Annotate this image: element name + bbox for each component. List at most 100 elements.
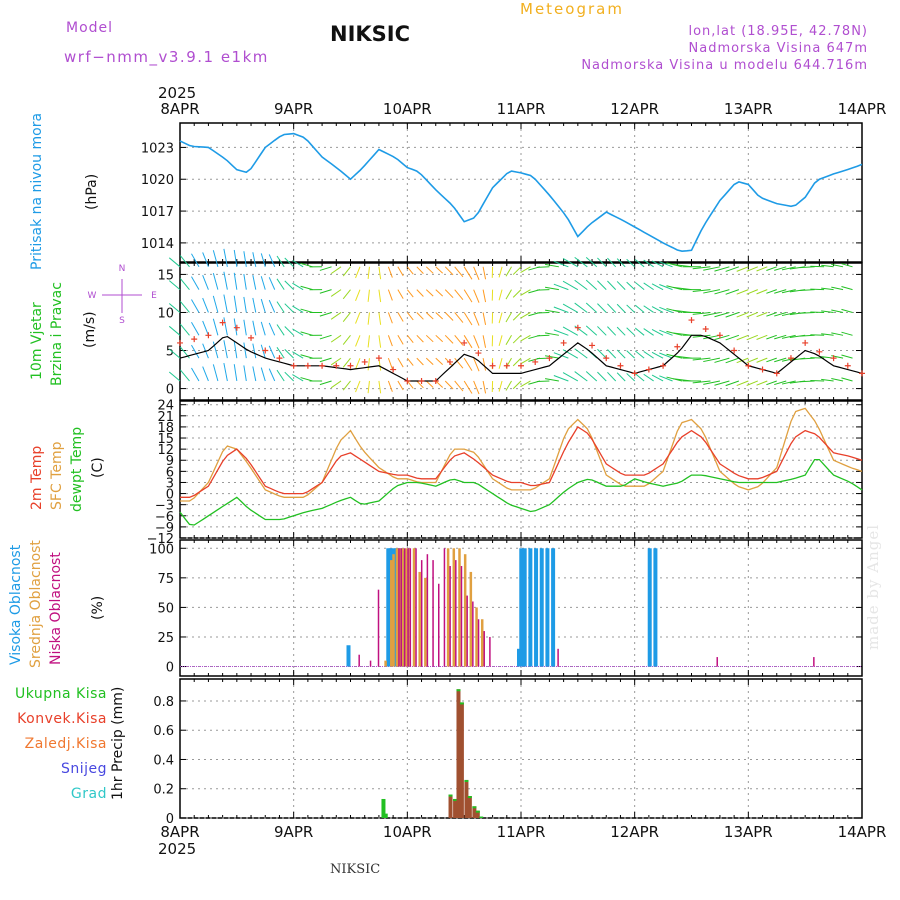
wind-arrow bbox=[505, 335, 512, 346]
cloud-bar bbox=[472, 601, 474, 667]
precip-bar bbox=[383, 813, 388, 818]
wind-arrow bbox=[651, 328, 664, 336]
wind-arrow bbox=[425, 380, 434, 388]
x-tick-label-bottom: 13APR bbox=[724, 823, 773, 841]
wind-arrow bbox=[268, 299, 276, 313]
wind-arrow bbox=[692, 311, 711, 315]
wind-arrow bbox=[725, 289, 740, 295]
y-tick-label: 1017 bbox=[141, 205, 174, 220]
wind-arrow bbox=[562, 280, 579, 291]
cloud-bar bbox=[539, 548, 544, 667]
wind-arrow bbox=[300, 285, 313, 291]
wind-arrow bbox=[597, 257, 607, 268]
cloud-bar bbox=[557, 648, 559, 667]
wind-arrow bbox=[725, 312, 740, 318]
gust-marker bbox=[518, 362, 524, 369]
precip-bar bbox=[479, 816, 484, 818]
wind-arrow bbox=[292, 328, 304, 336]
cloud-bar bbox=[432, 560, 434, 667]
wind-arrow bbox=[416, 312, 424, 320]
cloud-bar bbox=[653, 548, 658, 667]
gust-marker bbox=[546, 355, 553, 362]
wind-arrow bbox=[233, 272, 238, 290]
gust-marker bbox=[248, 334, 255, 341]
wind-arrow bbox=[406, 357, 414, 366]
wind-arrow bbox=[416, 266, 424, 274]
wind-arrow bbox=[387, 289, 393, 301]
wind-arrow bbox=[821, 287, 834, 291]
y-tick-label: 0.2 bbox=[153, 783, 174, 798]
wind-arrow bbox=[319, 380, 332, 386]
wind-arrow bbox=[212, 272, 219, 290]
wind-arrow bbox=[512, 289, 522, 298]
cloud-bar bbox=[420, 560, 423, 667]
y-tick-label: 0.4 bbox=[153, 753, 174, 768]
cloud-bar bbox=[716, 657, 718, 667]
wind-arrow bbox=[746, 357, 758, 364]
wind-arrow bbox=[260, 276, 266, 290]
precip-legend-total: Ukupna Kisa bbox=[14, 686, 107, 702]
wind-arrow bbox=[355, 289, 361, 301]
gust-marker bbox=[205, 332, 212, 339]
wind-arrow bbox=[821, 333, 834, 336]
wind-arrow bbox=[659, 375, 673, 382]
temp2m-line bbox=[180, 425, 863, 498]
wind-arrow bbox=[616, 372, 626, 382]
wind-arrow bbox=[473, 357, 480, 372]
wind-arrow bbox=[498, 380, 503, 392]
precip-legend-snow: Snijeg bbox=[60, 761, 107, 777]
wind-arrow bbox=[841, 263, 853, 268]
compass-w: W bbox=[88, 291, 97, 301]
cloud-bar bbox=[384, 660, 387, 667]
wind-arrow bbox=[397, 266, 404, 277]
wind-arrow bbox=[233, 295, 238, 313]
wind-arrow bbox=[276, 369, 285, 382]
wind-arrow bbox=[268, 368, 276, 382]
wind-arrow bbox=[626, 258, 636, 268]
precip-legend-frz: Zaledj.Kisa bbox=[24, 736, 107, 752]
wind-arrow bbox=[498, 312, 503, 324]
cloud-bar bbox=[390, 560, 393, 667]
wind-arrow bbox=[498, 289, 503, 301]
gust-marker bbox=[432, 377, 439, 384]
wind-arrow bbox=[342, 312, 351, 323]
wind-arrow bbox=[260, 298, 266, 313]
gust-marker bbox=[475, 350, 482, 357]
precip-bar bbox=[467, 796, 472, 818]
wind-arrow bbox=[562, 349, 579, 359]
wind-arrow bbox=[292, 351, 304, 359]
x-tick-label-bottom: 9APR bbox=[274, 823, 313, 841]
wind-arrow bbox=[821, 310, 834, 313]
y-tick-label: 1023 bbox=[141, 141, 174, 156]
wind-arrow bbox=[292, 282, 304, 291]
wind-arrow bbox=[736, 380, 749, 386]
gust-marker bbox=[688, 317, 695, 324]
panel-frame bbox=[179, 400, 863, 539]
wind-arrow bbox=[643, 373, 654, 382]
gust-marker bbox=[660, 362, 667, 369]
wind-arrow bbox=[284, 257, 295, 268]
wind-arrow bbox=[435, 312, 444, 320]
cloud-bar bbox=[455, 560, 457, 667]
wind-arrow bbox=[284, 280, 295, 290]
wind-arrow bbox=[179, 369, 190, 382]
wind-arrow bbox=[714, 357, 730, 363]
wind-arrow bbox=[387, 266, 393, 278]
x-tick-label-top: 9APR bbox=[274, 100, 313, 118]
cloud-bar bbox=[528, 548, 533, 667]
gust-marker bbox=[603, 355, 610, 362]
precip-bar-top bbox=[456, 689, 461, 692]
wind-arrow bbox=[330, 266, 342, 275]
wind-arrow bbox=[473, 289, 480, 303]
wind-arrow bbox=[223, 248, 228, 267]
cloud-bar bbox=[395, 548, 399, 667]
y-tick-label: 0.6 bbox=[153, 724, 174, 739]
wind-arrow bbox=[520, 357, 531, 365]
cloud-bar bbox=[398, 548, 400, 667]
wind-arrow bbox=[233, 341, 238, 359]
wind-arrow bbox=[643, 305, 654, 313]
gust-marker bbox=[759, 366, 766, 373]
wind-arrow bbox=[435, 266, 444, 274]
precip-bar bbox=[448, 794, 453, 818]
wind-arrow bbox=[692, 334, 711, 338]
